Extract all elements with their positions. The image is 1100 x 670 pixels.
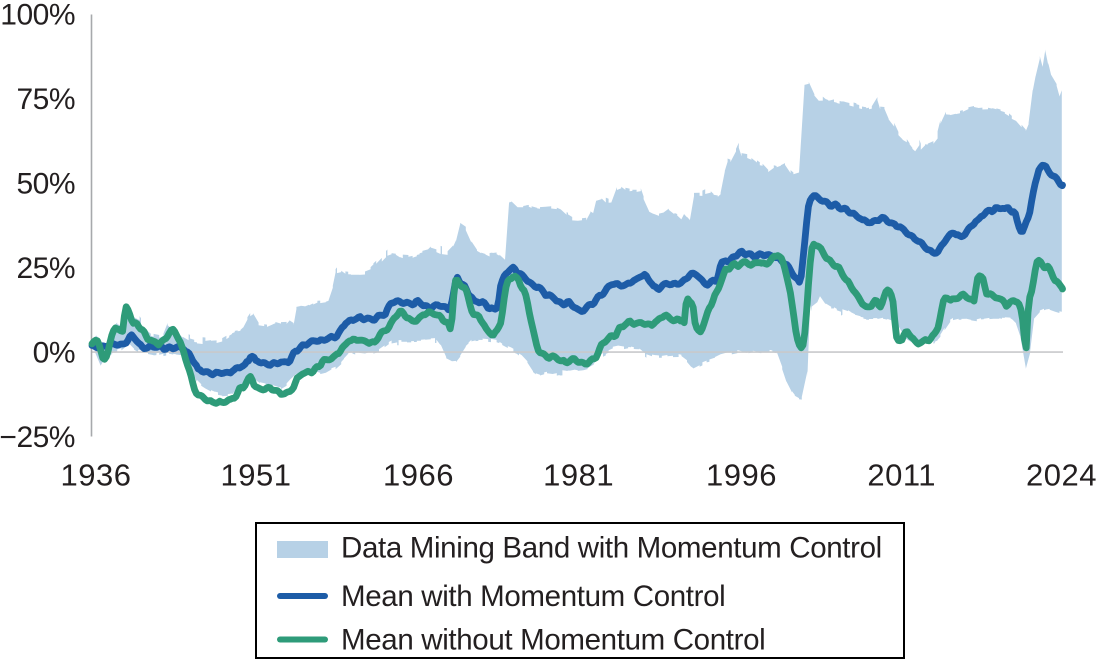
svg-text:2024: 2024 xyxy=(1026,458,1097,493)
svg-text:1981: 1981 xyxy=(543,458,614,493)
svg-text:25%: 25% xyxy=(16,252,75,285)
svg-text:2011: 2011 xyxy=(867,458,936,493)
svg-text:Mean with Momentum Control: Mean with Momentum Control xyxy=(341,580,725,613)
svg-text:1966: 1966 xyxy=(383,458,454,493)
svg-text:100%: 100% xyxy=(0,0,75,32)
svg-text:75%: 75% xyxy=(16,83,75,116)
svg-text:Data Mining Band with Momentum: Data Mining Band with Momentum Control xyxy=(341,532,882,565)
svg-text:1996: 1996 xyxy=(706,458,777,493)
svg-text:0%: 0% xyxy=(33,336,75,369)
svg-text:1951: 1951 xyxy=(221,458,292,493)
svg-text:−25%: −25% xyxy=(0,421,75,454)
svg-text:50%: 50% xyxy=(16,168,75,201)
svg-text:1936: 1936 xyxy=(61,458,132,493)
svg-text:Mean without Momentum Control: Mean without Momentum Control xyxy=(341,624,765,657)
